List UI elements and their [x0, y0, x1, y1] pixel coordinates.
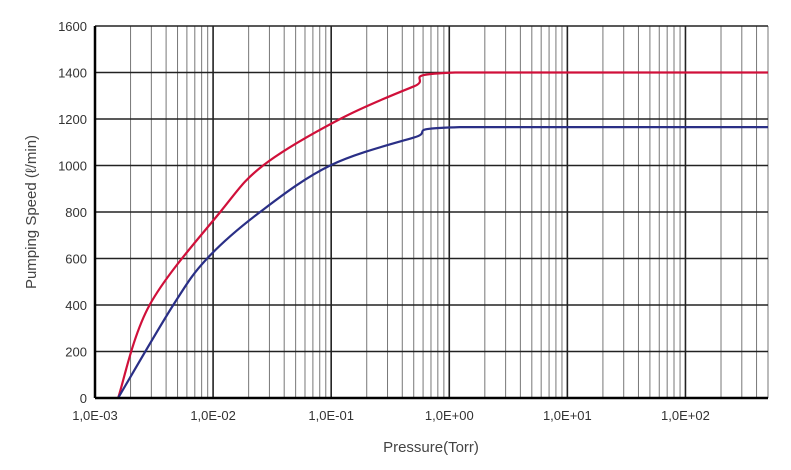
x-axis-label: Pressure(Torr) — [383, 439, 479, 456]
y-tick-label: 600 — [65, 252, 87, 267]
y-tick-label: 200 — [65, 345, 87, 360]
x-tick-label: 1,0E+01 — [543, 408, 592, 423]
y-axis-label: Pumping Speed (ℓ/min) — [23, 135, 40, 289]
y-tick-label: 400 — [65, 298, 87, 313]
series-line-upper — [117, 71, 768, 399]
x-tick-label: 1,0E-02 — [190, 408, 236, 423]
series-lines — [117, 71, 768, 399]
grid — [94, 25, 769, 399]
y-tick-label: 800 — [65, 205, 87, 220]
y-tick-label: 0 — [80, 391, 87, 406]
y-tick-label: 1200 — [58, 112, 87, 127]
x-tick-label: 1,0E-03 — [72, 408, 118, 423]
y-tick-label: 1600 — [58, 19, 87, 34]
series-line-lower — [117, 126, 768, 399]
axes: 0 200 400 600 800 1000 1200 1400 1600 1,0E-03 1,0E… — [58, 19, 768, 423]
y-tick-label: 1000 — [58, 159, 87, 174]
y-tick-label: 1400 — [58, 66, 87, 81]
x-tick-label: 1,0E-01 — [308, 408, 354, 423]
x-tick-label: 1,0E+02 — [661, 408, 710, 423]
x-tick-label: 1,0E+00 — [425, 408, 474, 423]
